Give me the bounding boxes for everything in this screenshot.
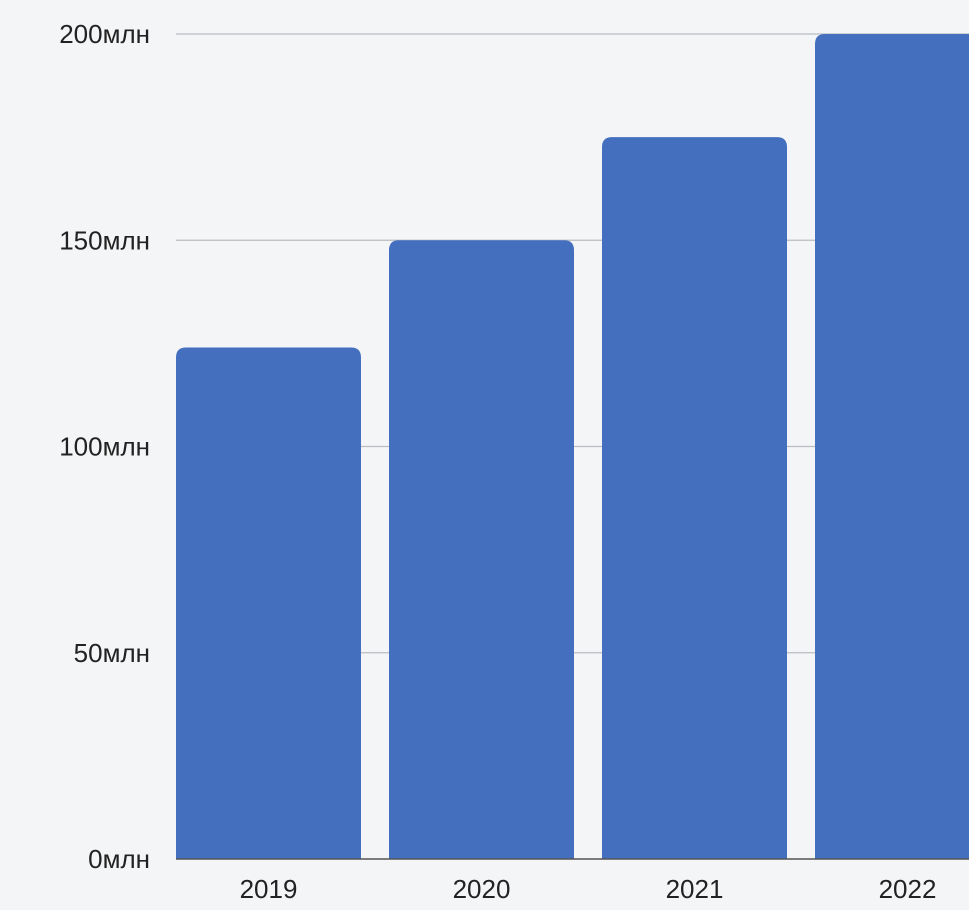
x-tick-label: 2019	[240, 874, 298, 904]
bar-2019	[176, 347, 361, 859]
y-tick-label: 100млн	[59, 432, 150, 462]
y-tick-label: 150млн	[59, 225, 150, 255]
y-tick-label: 50млн	[74, 638, 150, 668]
y-tick-label: 200млн	[59, 19, 150, 49]
x-tick-label: 2021	[666, 874, 724, 904]
bar-2022	[815, 34, 969, 859]
y-tick-label: 0млн	[88, 844, 150, 874]
bar-2020	[389, 240, 574, 859]
x-tick-label: 2020	[453, 874, 511, 904]
x-tick-label: 2022	[879, 874, 937, 904]
bar-2021	[602, 137, 787, 859]
tick-labels: 0млн 50млн 100млн 150млн 200млн 2019 2020 2021 2…	[59, 19, 936, 904]
bars	[176, 34, 969, 859]
